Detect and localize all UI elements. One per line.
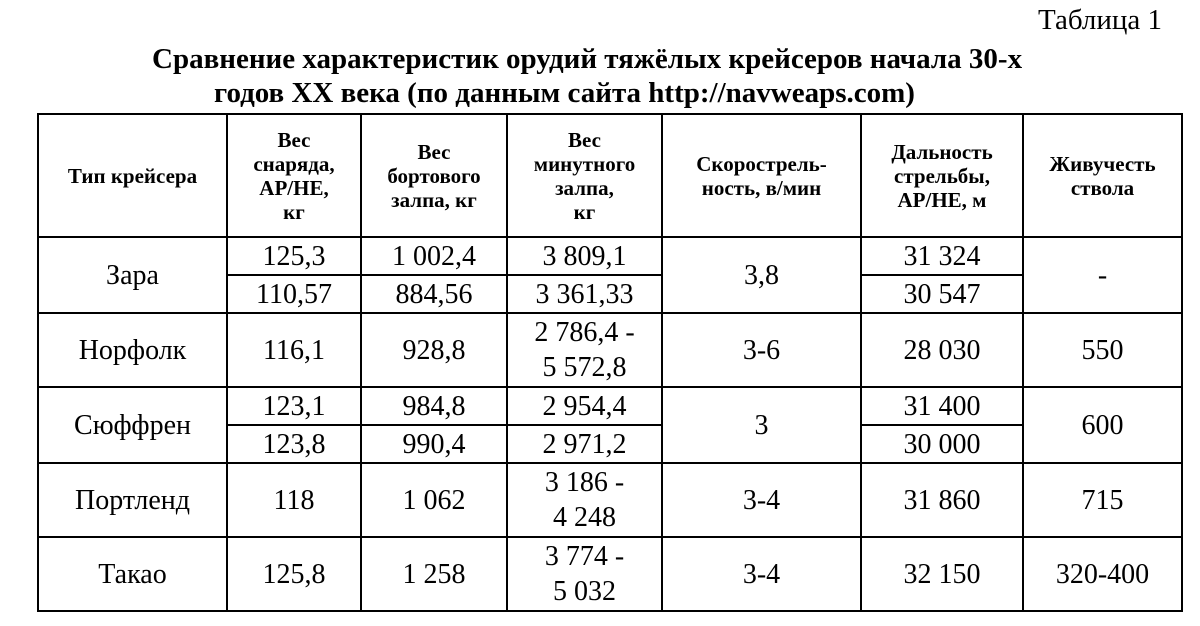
document-title: Сравнение характеристик орудий тяжёлых к…	[0, 42, 1200, 110]
minute-salvo-cell: 2 786,4 -5 572,8	[506, 312, 663, 388]
broadside-weight-cell: 990,4	[360, 424, 508, 464]
cruiser-name: Норфолк	[37, 312, 228, 388]
barrel-life-cell: 715	[1022, 462, 1183, 538]
shell-weight-cell: 116,1	[226, 312, 362, 388]
title-line-2: годов XX века (по данным сайта http://na…	[214, 77, 915, 109]
firing-range-cell: 28 030	[860, 312, 1024, 388]
shell-weight-cell: 118	[226, 462, 362, 538]
cruiser-name: Сюффрен	[37, 386, 228, 464]
header-cruiser-type: Тип крейсера	[37, 113, 228, 238]
header-barrel-life: Живучесть ствола	[1022, 113, 1183, 238]
barrel-life-cell: 320-400	[1022, 536, 1183, 612]
table-row-suffren-sub: 123,8 990,4 2 971,2 30 000	[38, 424, 1182, 464]
title-line-1: Сравнение характеристик орудий тяжёлых к…	[152, 43, 1023, 75]
cruiser-name: Портленд	[37, 462, 228, 538]
rate-of-fire-cell: 3,8	[661, 236, 862, 314]
rate-of-fire-cell: 3-4	[661, 462, 862, 538]
firing-range-cell: 30 547	[860, 274, 1024, 314]
comparison-table: Тип крейсера Вес снаряда, AP/HE, кг Вес борт…	[37, 113, 1183, 612]
shell-weight-cell: 123,8	[226, 424, 362, 464]
cruiser-name: Такао	[37, 536, 228, 612]
broadside-weight-cell: 1 002,4	[360, 236, 508, 276]
shell-weight-cell: 123,1	[226, 386, 362, 426]
table-row-takao: Такао 125,8 1 258 3 774 -5 032 3-4 32 15…	[37, 536, 1183, 612]
firing-range-cell: 32 150	[860, 536, 1024, 612]
header-shell-weight: Вес снаряда, AP/HE, кг	[226, 113, 362, 238]
minute-salvo-cell: 3 186 -4 248	[506, 462, 663, 538]
table-number-label: Таблица 1	[1037, 4, 1162, 36]
header-rate-of-fire: Скорострель-ность, в/мин	[661, 113, 862, 238]
broadside-weight-cell: 1 258	[360, 536, 508, 612]
table-row-portland: Портленд 118 1 062 3 186 -4 248 3-4 31 8…	[37, 462, 1183, 538]
header-row: Тип крейсера Вес снаряда, AP/HE, кг Вес борт…	[37, 113, 1183, 238]
rate-of-fire-cell: 3-6	[661, 312, 862, 388]
minute-salvo-cell: 3 809,1	[506, 236, 663, 276]
broadside-weight-cell: 1 062	[360, 462, 508, 538]
rate-of-fire-cell: 3	[661, 386, 862, 464]
broadside-weight-cell: 928,8	[360, 312, 508, 388]
broadside-weight-cell: 984,8	[360, 386, 508, 426]
firing-range-cell: 31 860	[860, 462, 1024, 538]
barrel-life-cell: 600	[1022, 386, 1183, 464]
minute-salvo-cell: 2 954,4	[506, 386, 663, 426]
minute-salvo-cell: 3 774 -5 032	[506, 536, 663, 612]
header-broadside-weight: Вес бортового залпа, кг	[360, 113, 508, 238]
cruiser-name: Зара	[37, 236, 228, 314]
shell-weight-cell: 125,3	[226, 236, 362, 276]
header-firing-range: Дальность стрельбы, AP/HE, м	[860, 113, 1024, 238]
minute-salvo-cell: 3 361,33	[506, 274, 663, 314]
table-row-norfolk: Норфолк 116,1 928,8 2 786,4 -5 572,8 3-6…	[37, 312, 1183, 388]
barrel-life-cell: 550	[1022, 312, 1183, 388]
header-minute-salvo-weight: Вес минутного залпа, кг	[506, 113, 663, 238]
barrel-life-cell: -	[1022, 236, 1183, 314]
minute-salvo-cell: 2 971,2	[506, 424, 663, 464]
broadside-weight-cell: 884,56	[360, 274, 508, 314]
firing-range-cell: 30 000	[860, 424, 1024, 464]
shell-weight-cell: 110,57	[226, 274, 362, 314]
firing-range-cell: 31 324	[860, 236, 1024, 276]
shell-weight-cell: 125,8	[226, 536, 362, 612]
table-row-zara: Зара 125,3 1 002,4 3 809,1 3,8 31 324 -	[37, 236, 1183, 314]
table-row-zara-sub: 110,57 884,56 3 361,33 30 547	[38, 274, 1182, 314]
rate-of-fire-cell: 3-4	[661, 536, 862, 612]
firing-range-cell: 31 400	[860, 386, 1024, 426]
table-row-suffren: Сюффрен 123,1 984,8 2 954,4 3 31 400 600	[37, 386, 1183, 464]
